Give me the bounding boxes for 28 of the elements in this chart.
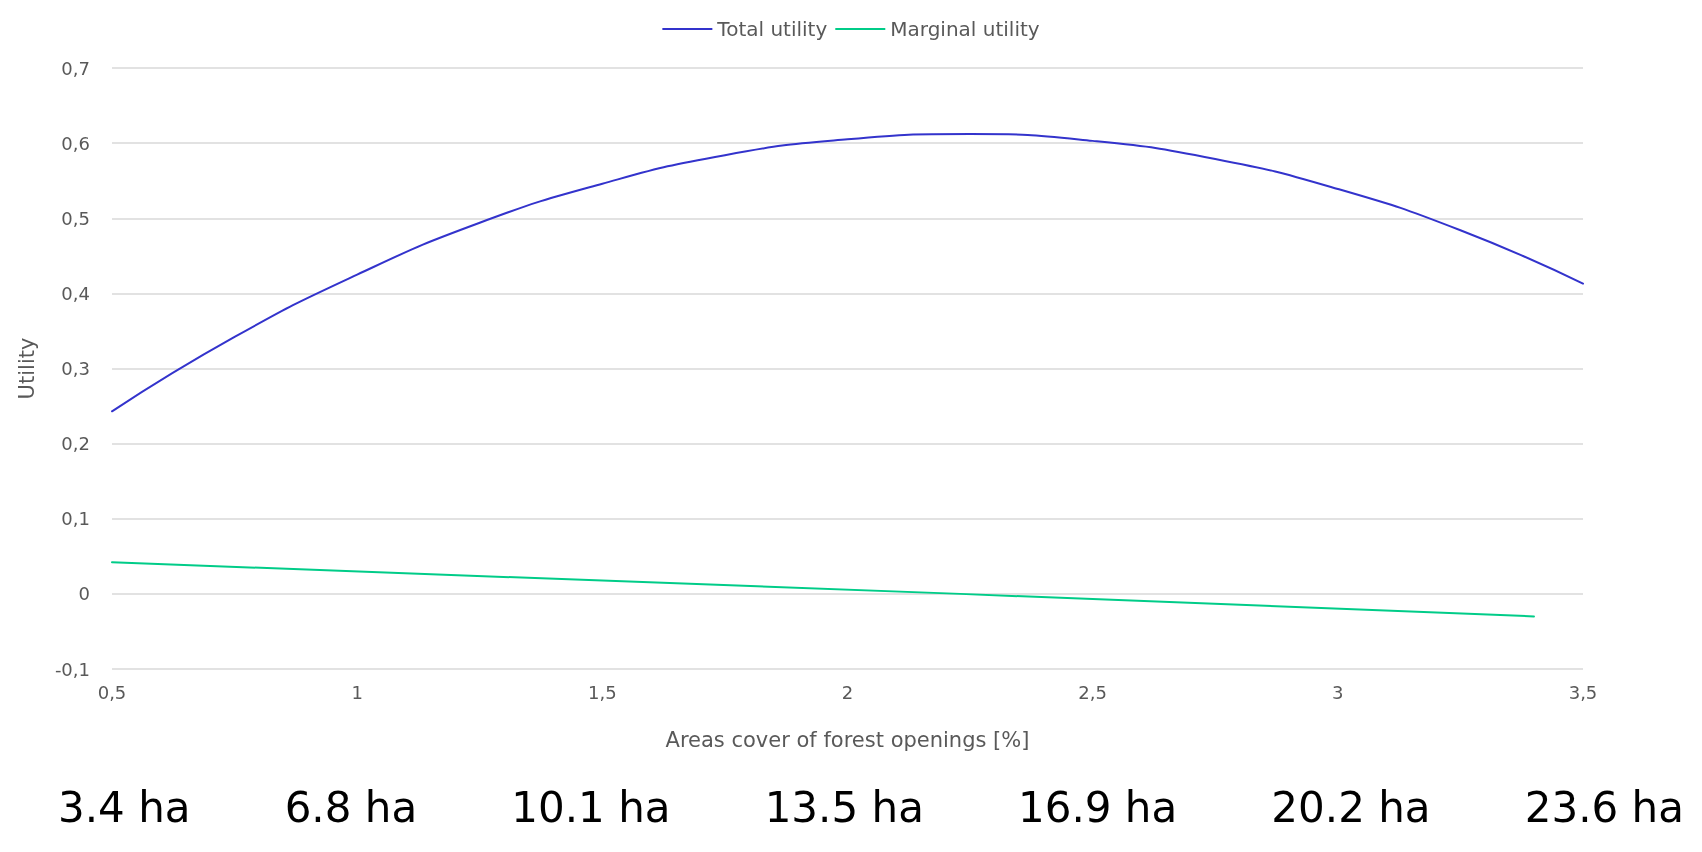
y-tick-label: 0,4 bbox=[61, 282, 90, 304]
y-tick-label: 0,7 bbox=[61, 57, 90, 79]
x-tick-label: 2,5 bbox=[1078, 681, 1107, 703]
x-tick-label: 2 bbox=[841, 681, 854, 703]
x-tick-label: 1 bbox=[351, 681, 363, 703]
y-tick-label: 0,6 bbox=[61, 132, 90, 154]
y-tick-label: 0,5 bbox=[61, 207, 90, 229]
x-tick-label: 0,5 bbox=[97, 681, 127, 703]
text: 6.8 ha bbox=[284, 782, 418, 834]
y-tick-label: 0,1 bbox=[61, 508, 90, 530]
y-axis-title: Utility bbox=[14, 337, 39, 400]
legend-label: Marginal utility bbox=[890, 17, 1040, 41]
x-axis-title: Areas cover of forest openings [%] bbox=[665, 727, 1030, 752]
text: 20.2 ha bbox=[1271, 782, 1431, 834]
text: 10.1 ha bbox=[511, 782, 671, 834]
text: 3.4 ha bbox=[58, 782, 191, 834]
text: 16.9 ha bbox=[1018, 782, 1178, 834]
legend-label: Total utility bbox=[716, 17, 828, 41]
y-tick-label: 0 bbox=[78, 583, 90, 605]
text: 23.6 ha bbox=[1524, 782, 1684, 834]
line-series bbox=[111, 133, 1584, 413]
x-tick-label: 1,5 bbox=[588, 681, 617, 703]
y-tick-label: 0,2 bbox=[61, 433, 90, 455]
text: 13.5 ha bbox=[764, 782, 924, 834]
x-tick-label: 3 bbox=[1332, 681, 1344, 703]
x-tick-label: 3,5 bbox=[1568, 681, 1598, 703]
y-tick-label: -0,1 bbox=[54, 658, 90, 680]
y-tick-label: 0,3 bbox=[61, 358, 90, 379]
